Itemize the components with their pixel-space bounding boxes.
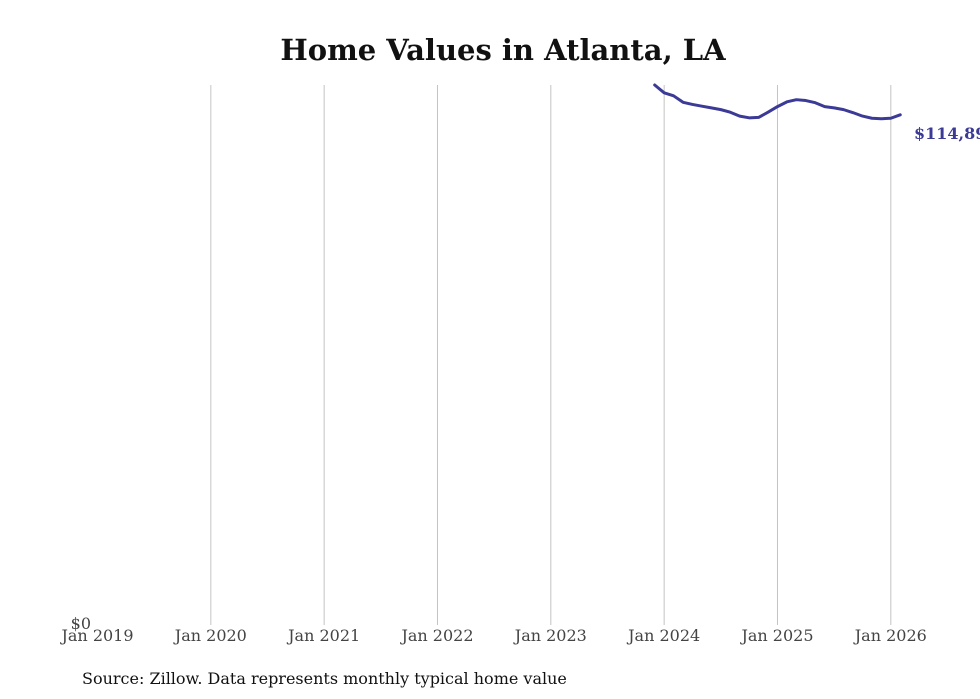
x-axis-tick-labels: Jan 2019 Jan 2020 Jan 2021 Jan 2022 Jan 2023… xyxy=(59,626,926,645)
x-tick-label: Jan 2023 xyxy=(513,626,587,645)
x-tick-label: Jan 2019 xyxy=(59,626,133,645)
end-value-label: $114,89 xyxy=(914,124,980,143)
chart-title: Home Values in Atlanta, LA xyxy=(280,33,726,67)
x-tick-label: Jan 2020 xyxy=(173,626,247,645)
x-tick-label: Jan 2024 xyxy=(626,626,700,645)
source-note: Source: Zillow. Data represents monthly … xyxy=(82,669,567,688)
y-tick-label: $0 xyxy=(71,614,91,633)
series-group xyxy=(653,83,902,121)
y-axis-tick-labels: $0 xyxy=(71,614,91,633)
x-tick-label: Jan 2022 xyxy=(399,626,473,645)
series-line xyxy=(653,83,902,121)
x-gridlines xyxy=(210,85,892,625)
x-tick-label: Jan 2021 xyxy=(286,626,360,645)
x-tick-label: Jan 2025 xyxy=(739,626,813,645)
x-tick-label: Jan 2026 xyxy=(853,626,927,645)
